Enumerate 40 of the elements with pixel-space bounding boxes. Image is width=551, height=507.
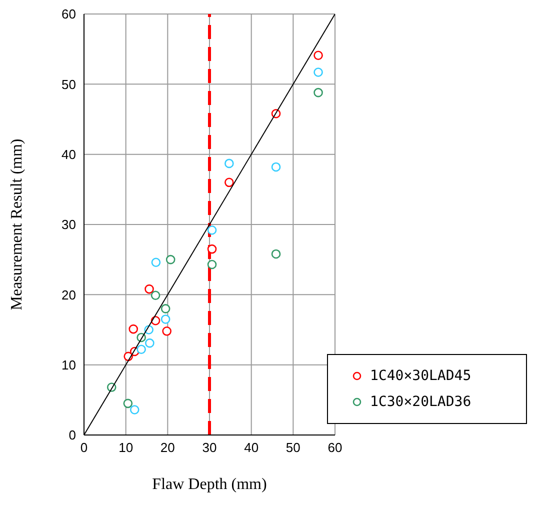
x-tick-label: 40 (244, 440, 259, 456)
point (207, 244, 217, 254)
point (314, 68, 323, 77)
point (144, 284, 154, 294)
point (160, 304, 170, 314)
legend-label: 1C40×30LAD45 (370, 368, 472, 384)
x-tick-label: 50 (286, 440, 300, 456)
legend-label: 1C30×20LAD36 (370, 394, 472, 410)
y-tick-label: 0 (68, 428, 76, 443)
y-axis-title: Measurement Result (mm) (8, 138, 26, 310)
y-tick-label: 50 (62, 76, 76, 92)
point (136, 344, 146, 354)
y-tick-label: 60 (62, 6, 76, 22)
point (162, 326, 172, 336)
x-tick-label: 30 (202, 440, 217, 456)
point (150, 290, 160, 300)
point (207, 225, 217, 235)
point (271, 249, 281, 259)
x-tick-label: 20 (160, 440, 175, 456)
point (160, 314, 170, 324)
y-tick-label: 20 (62, 287, 76, 302)
x-tick-label: 0 (80, 440, 88, 456)
point (224, 178, 234, 188)
point (224, 158, 234, 168)
point (314, 88, 323, 98)
y-tick-label: 10 (62, 357, 76, 372)
point (151, 258, 161, 268)
point (123, 398, 133, 408)
point (145, 338, 154, 348)
y-tick-label: 30 (62, 217, 76, 232)
x-tick-label: 10 (118, 440, 134, 456)
point (271, 162, 281, 172)
point (207, 260, 217, 270)
point (130, 405, 140, 414)
x-axis-title: Flaw Depth (mm) (152, 476, 267, 493)
point (166, 254, 176, 264)
point (314, 50, 323, 60)
point (128, 324, 138, 334)
x-tick-label: 60 (328, 440, 342, 456)
y-tick-label: 40 (62, 146, 76, 162)
